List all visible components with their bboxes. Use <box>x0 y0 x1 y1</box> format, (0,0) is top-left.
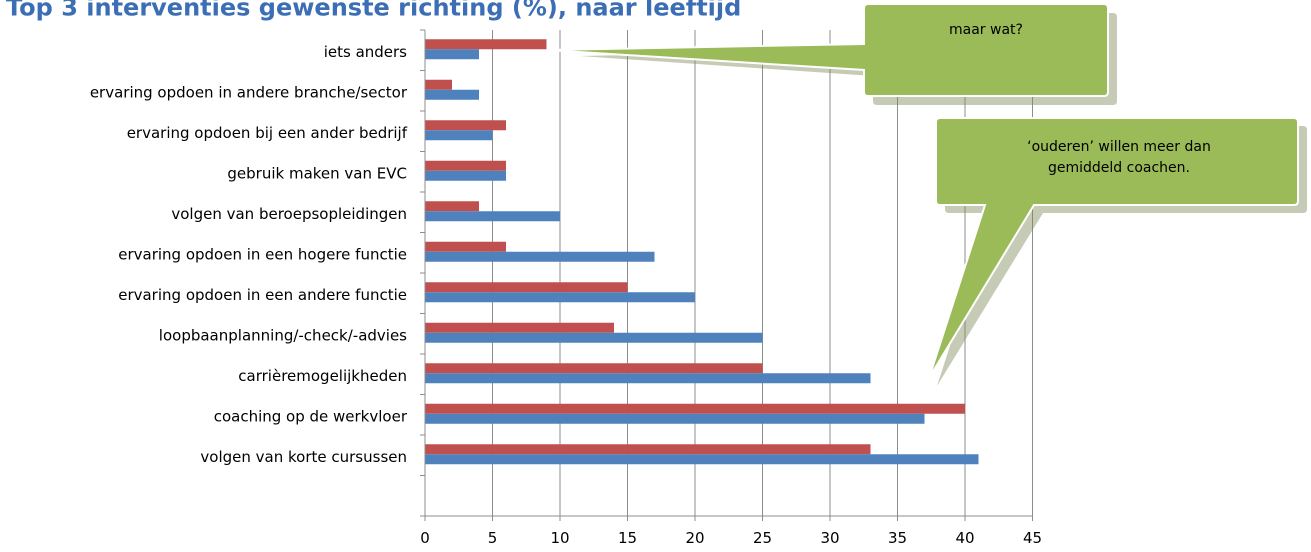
callout-ouderen: ‘ouderen’ willen meer dan gemiddeld coac… <box>928 117 1307 386</box>
bar-series2-9 <box>425 373 871 384</box>
x-tick-label: 45 <box>1023 529 1042 547</box>
x-tick-label: 15 <box>618 529 637 547</box>
category-label: volgen van beroepsopleidingen <box>171 205 407 223</box>
bar-series1-9 <box>425 363 763 374</box>
x-tick-label: 5 <box>488 529 498 547</box>
bar-series2-10 <box>425 413 925 424</box>
bar-series2-6 <box>425 251 655 262</box>
x-tick-label: 30 <box>820 529 839 547</box>
category-label: volgen van korte cursussen <box>200 448 407 466</box>
category-label: ervaring opdoen in andere branche/sector <box>90 83 408 101</box>
category-label: ervaring opdoen bij een ander bedrijf <box>127 124 408 142</box>
category-label: iets anders <box>324 43 407 61</box>
category-label: gebruik maken van EVC <box>227 164 407 182</box>
x-tick-label: 35 <box>888 529 907 547</box>
bar-series1-2 <box>425 79 452 90</box>
bar-series2-8 <box>425 332 763 343</box>
callout-maar-wat: maar wat? <box>546 3 1117 105</box>
bar-series1-4 <box>425 160 506 171</box>
x-tick-label: 10 <box>550 529 569 547</box>
bar-series1-3 <box>425 120 506 131</box>
bar-series2-1 <box>425 49 479 60</box>
bar-series2-4 <box>425 170 506 181</box>
bar-series2-5 <box>425 211 560 222</box>
callout-2-line1: ‘ouderen’ willen meer dan <box>1027 139 1211 155</box>
category-labels: iets anders ervaring opdoen in andere bra… <box>90 43 408 466</box>
x-tick-label: 40 <box>955 529 974 547</box>
bar-series2-11 <box>425 454 979 465</box>
x-tick-label: 25 <box>753 529 772 547</box>
callout-1-text: maar wat? <box>949 22 1023 38</box>
bars <box>425 39 979 465</box>
grid-lines <box>492 30 1033 516</box>
bar-series1-10 <box>425 403 965 414</box>
chart-title: Top 3 interventies gewenste richting (%)… <box>6 0 741 22</box>
category-label: loopbaanplanning/-check/-advies <box>159 326 407 344</box>
bar-series1-6 <box>425 241 506 252</box>
bar-series1-11 <box>425 444 871 455</box>
bar-series2-7 <box>425 292 695 303</box>
bar-series2-2 <box>425 89 479 100</box>
x-tick-label: 0 <box>420 529 430 547</box>
bar-series2-3 <box>425 130 493 141</box>
category-label: ervaring opdoen in een andere functie <box>118 286 407 304</box>
x-tick-label: 20 <box>685 529 704 547</box>
callout-1-shape <box>546 3 1109 97</box>
bar-series1-7 <box>425 282 628 293</box>
bar-series1-8 <box>425 322 614 333</box>
category-label: carrièremogelijkheden <box>238 367 407 385</box>
bar-series1-1 <box>425 39 547 50</box>
category-label: ervaring opdoen in een hogere functie <box>118 245 407 263</box>
callout-2-shape <box>928 117 1299 379</box>
bar-series1-5 <box>425 201 479 212</box>
category-label: coaching op de werkvloer <box>214 407 408 425</box>
axes <box>420 29 1033 521</box>
callout-2-line2: gemiddeld coachen. <box>1048 160 1190 176</box>
x-tick-labels: 0 5 10 15 20 25 30 35 40 45 <box>420 529 1042 547</box>
